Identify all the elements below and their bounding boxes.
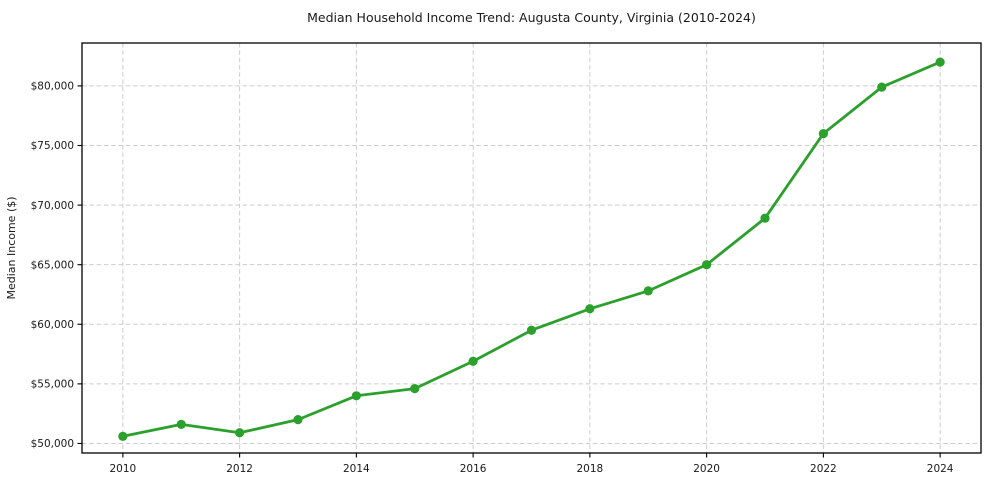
- plot-border: [81, 42, 982, 454]
- data-series-layer: [118, 57, 945, 441]
- data-point: [293, 415, 303, 425]
- grid-layer: [82, 43, 981, 453]
- x-tick-label: 2022: [810, 463, 837, 475]
- data-point: [410, 384, 420, 394]
- y-tick-label: $80,000: [31, 81, 74, 93]
- x-tick-label: 2016: [460, 463, 487, 475]
- y-tick-label: $55,000: [31, 379, 74, 391]
- data-point: [643, 286, 653, 296]
- y-axis-label: Median Income ($): [5, 196, 18, 299]
- data-point: [351, 391, 361, 401]
- data-point: [176, 419, 186, 429]
- x-tick-label: 2018: [577, 463, 604, 475]
- data-point: [818, 128, 828, 139]
- chart-title: Median Household Income Trend: Augusta C…: [307, 10, 756, 25]
- y-tick-label: $75,000: [31, 140, 74, 152]
- data-point: [877, 82, 887, 92]
- x-tick-label: 2020: [693, 463, 720, 475]
- data-point: [760, 213, 770, 223]
- x-tick-label: 2014: [343, 463, 370, 475]
- x-tick-label: 2024: [927, 463, 954, 475]
- data-point: [585, 304, 595, 314]
- data-point: [235, 428, 245, 438]
- x-tick-label: 2012: [226, 463, 253, 475]
- y-tick-label: $70,000: [31, 200, 74, 212]
- data-point: [468, 356, 478, 366]
- data-line: [121, 60, 942, 438]
- y-tick-label: $60,000: [31, 319, 74, 331]
- y-tick-label: $65,000: [31, 259, 74, 271]
- data-point: [702, 260, 712, 270]
- data-point: [526, 325, 537, 335]
- axes-layer: 2010 2012 2014 2016 2018 2020 2022 2024 $50,000 $…: [31, 42, 982, 475]
- data-point: [935, 57, 945, 67]
- data-point: [118, 431, 128, 441]
- x-tick-label: 2010: [109, 463, 136, 475]
- y-tick-label: $50,000: [31, 438, 74, 450]
